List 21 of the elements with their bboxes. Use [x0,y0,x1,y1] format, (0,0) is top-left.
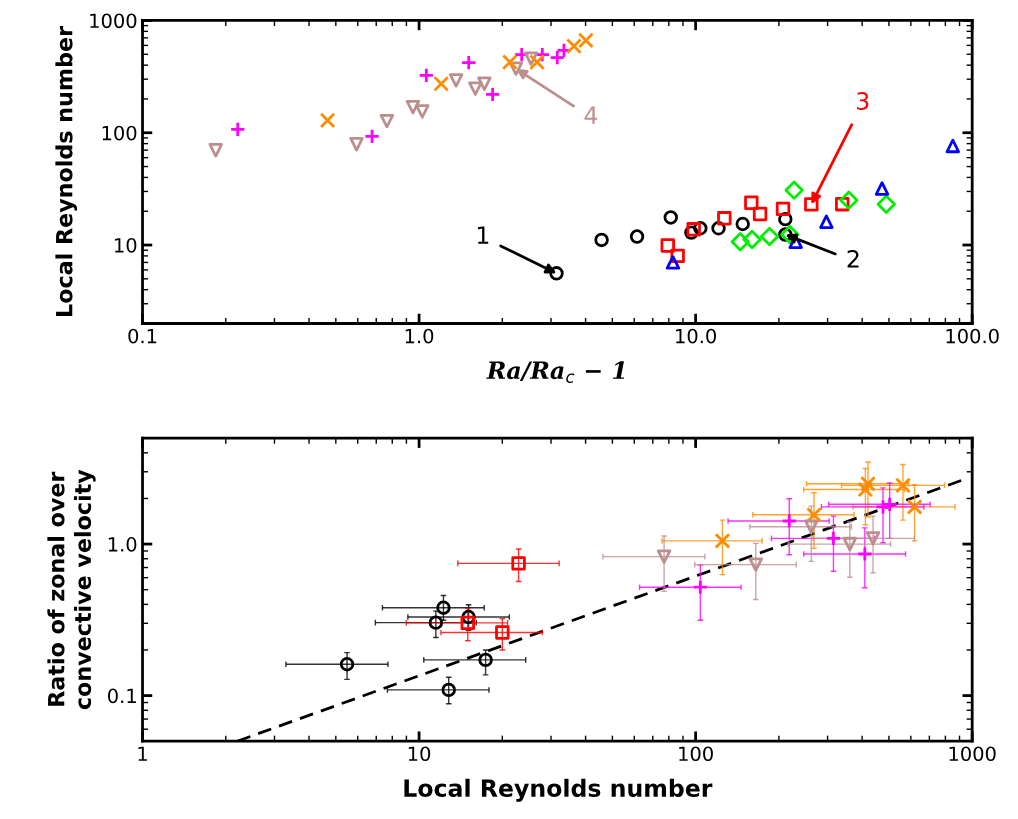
x-tick-label: 0.1 [128,328,157,344]
y-tick-label: 10 [115,237,137,253]
y-axis-title: Ratio of zonal over convective velocity [47,469,96,710]
x-tick-label: 10 [408,746,431,762]
x-tick-label: 1000 [949,746,996,762]
y-tick-label: 1000 [90,13,137,29]
annotation: 1 [477,226,489,244]
y-axis-title: Local Reynolds number [55,26,78,316]
annotation: 4 [584,106,598,124]
y-tick-label: 1.0 [108,537,137,552]
x-tick-label: 10.0 [676,328,716,344]
annotation: 3 [857,92,869,110]
y-tick-label: 0.1 [108,688,136,704]
x-axis-title: Local Reynolds number [404,778,713,802]
annotation: 2 [847,249,859,268]
y-tick-label: 100 [102,125,137,141]
x-tick-label: 1.0 [405,328,434,344]
x-axis-title: Ra/Ra$_{c}$ − 1 [486,361,625,383]
x-tick-label: 1 [138,746,147,761]
x-tick-label: 100.0 [946,328,999,344]
x-tick-label: 100 [679,746,713,762]
